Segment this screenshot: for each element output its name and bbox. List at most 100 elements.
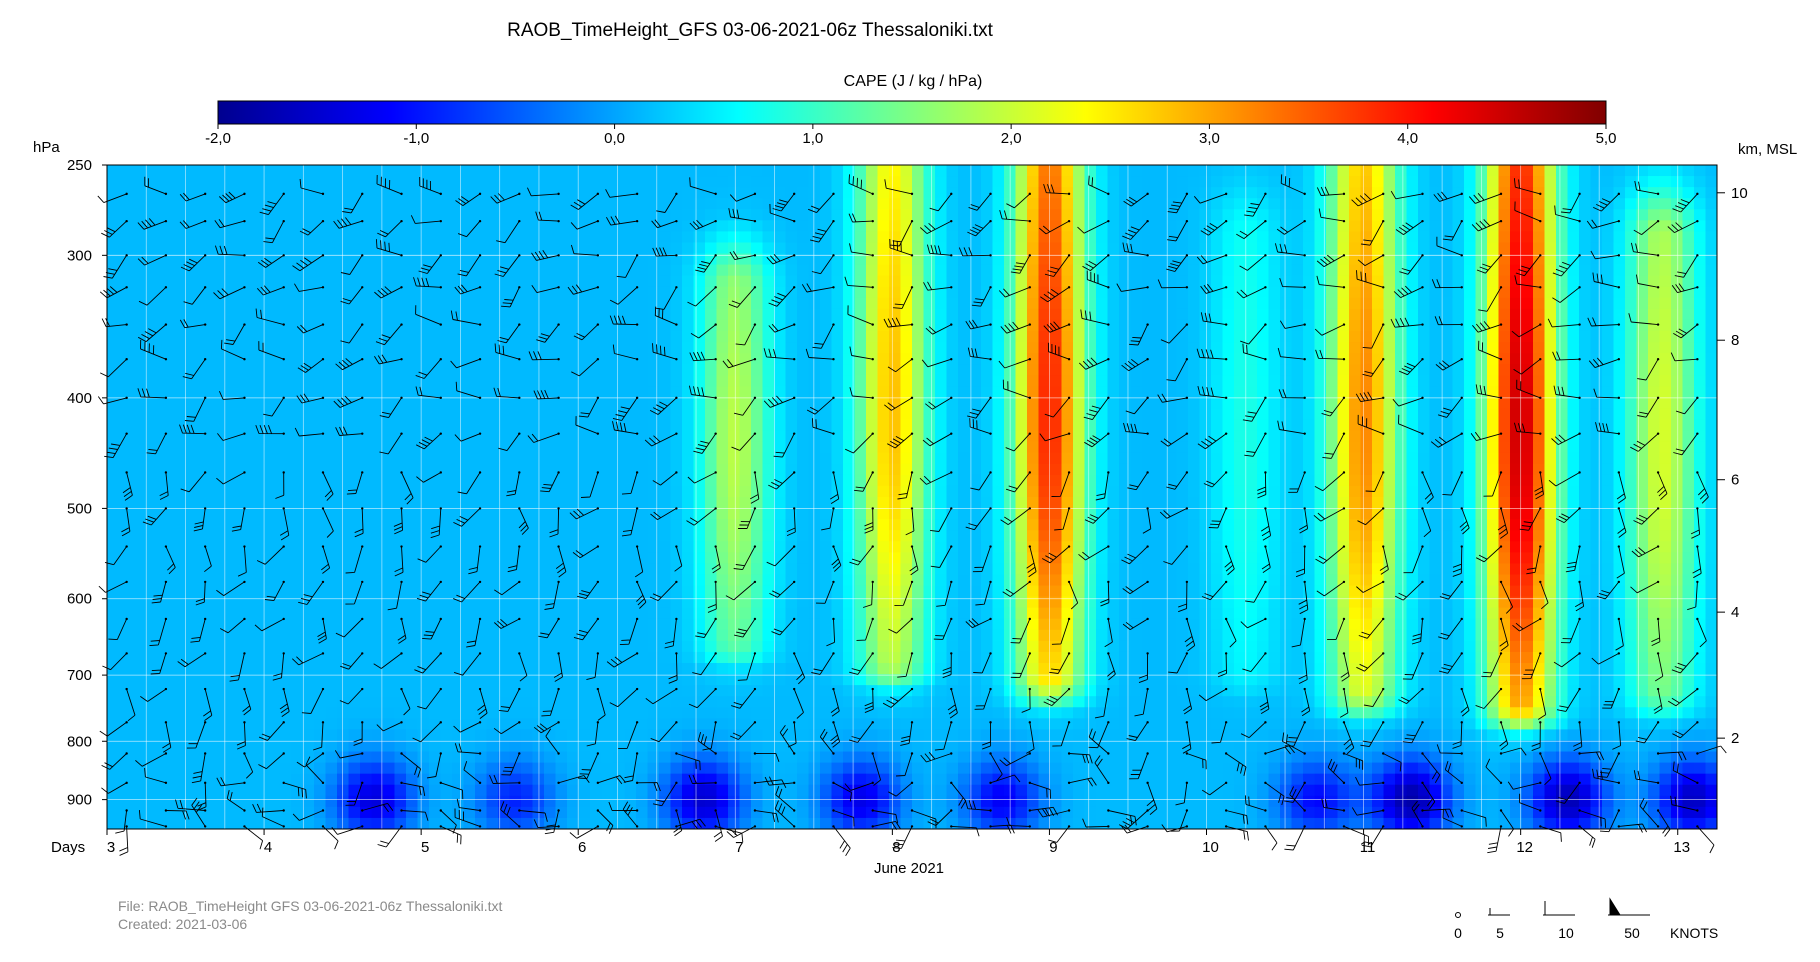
- cape-cell: [797, 795, 810, 808]
- cape-cell: [245, 485, 258, 498]
- cape-cell: [164, 220, 177, 233]
- cape-cell: [636, 231, 649, 244]
- cape-cell: [222, 541, 235, 554]
- cape-cell: [981, 297, 994, 310]
- cape-cell: [348, 607, 361, 620]
- cape-cell: [900, 231, 913, 244]
- cape-cell: [302, 275, 315, 288]
- cape-cell: [199, 552, 212, 565]
- cape-cell: [912, 386, 925, 399]
- cape-cell: [544, 707, 557, 720]
- cape-cell: [728, 264, 741, 277]
- cape-cell: [176, 176, 189, 188]
- cape-cell: [279, 364, 292, 377]
- cape-cell: [498, 342, 511, 354]
- cape-cell: [992, 640, 1005, 653]
- cape-cell: [877, 585, 890, 598]
- cape-cell: [187, 685, 200, 697]
- cape-cell: [222, 165, 235, 177]
- cape-cell: [923, 629, 936, 642]
- cape-cell: [900, 474, 913, 487]
- cape-cell: [613, 474, 626, 487]
- cape-cell: [946, 629, 959, 642]
- cape-cell: [348, 319, 361, 332]
- cape-cell: [820, 441, 833, 454]
- cape-cell: [705, 275, 718, 288]
- cape-cell: [992, 563, 1005, 576]
- cape-cell: [647, 795, 660, 808]
- cape-cell: [774, 762, 787, 775]
- cape-cell: [337, 463, 350, 476]
- cape-cell: [785, 607, 798, 620]
- cape-cell: [739, 497, 752, 509]
- cape-cell: [969, 176, 982, 188]
- cape-cell: [394, 430, 407, 443]
- cape-cell: [337, 674, 350, 686]
- cape-cell: [716, 508, 729, 520]
- cape-cell: [981, 452, 994, 465]
- cape-cell: [590, 762, 603, 775]
- cape-cell: [843, 707, 856, 720]
- cape-cell: [164, 585, 177, 598]
- cape-cell: [693, 696, 706, 709]
- cape-cell: [912, 286, 925, 299]
- cape-cell: [371, 419, 384, 432]
- cape-cell: [360, 729, 373, 742]
- cape-cell: [946, 685, 959, 697]
- cape-cell: [751, 696, 764, 709]
- cape-cell: [371, 485, 384, 498]
- cape-cell: [705, 463, 718, 476]
- cape-cell: [590, 286, 603, 299]
- cape-cell: [762, 474, 775, 487]
- cape-cell: [762, 740, 775, 753]
- cape-cell: [348, 530, 361, 543]
- cape-cell: [946, 308, 959, 321]
- cape-cell: [555, 342, 568, 354]
- cape-cell: [601, 463, 614, 476]
- cape-cell: [682, 198, 695, 211]
- cape-cell: [130, 530, 143, 543]
- cape-cell: [670, 574, 683, 587]
- cape-cell: [130, 319, 143, 332]
- cape-cell: [935, 574, 948, 587]
- cape-cell: [854, 485, 867, 498]
- cape-cell: [1015, 308, 1028, 321]
- cape-cell: [785, 585, 798, 598]
- cape-cell: [624, 762, 637, 775]
- cape-cell: [670, 740, 683, 753]
- cape-cell: [774, 751, 787, 764]
- cape-cell: [153, 574, 166, 587]
- cape-cell: [682, 308, 695, 321]
- cape-cell: [222, 707, 235, 720]
- cape-cell: [498, 220, 511, 233]
- cape-cell: [624, 751, 637, 764]
- cape-cell: [912, 485, 925, 498]
- cape-cell: [302, 408, 315, 421]
- cape-cell: [176, 264, 189, 277]
- cape-cell: [659, 441, 672, 454]
- cape-cell: [613, 209, 626, 222]
- cape-cell: [946, 386, 959, 399]
- cape-cell: [475, 319, 488, 332]
- cape-cell: [233, 253, 246, 266]
- cape-cell: [521, 198, 534, 211]
- cape-cell: [394, 231, 407, 244]
- cape-cell: [544, 308, 557, 321]
- cape-cell: [659, 519, 672, 531]
- cape-cell: [429, 751, 442, 764]
- cape-cell: [314, 596, 327, 609]
- cape-cell: [256, 165, 269, 177]
- cape-cell: [601, 729, 614, 742]
- cape-cell: [923, 319, 936, 332]
- cape-cell: [981, 751, 994, 764]
- cape-cell: [900, 729, 913, 742]
- cape-cell: [716, 430, 729, 443]
- cape-cell: [682, 485, 695, 498]
- cape-cell: [889, 253, 902, 266]
- cape-cell: [854, 574, 867, 587]
- cape-cell: [774, 419, 787, 432]
- cape-cell: [935, 663, 948, 675]
- cape-cell: [302, 740, 315, 753]
- cape-cell: [578, 187, 591, 199]
- cape-cell: [992, 231, 1005, 244]
